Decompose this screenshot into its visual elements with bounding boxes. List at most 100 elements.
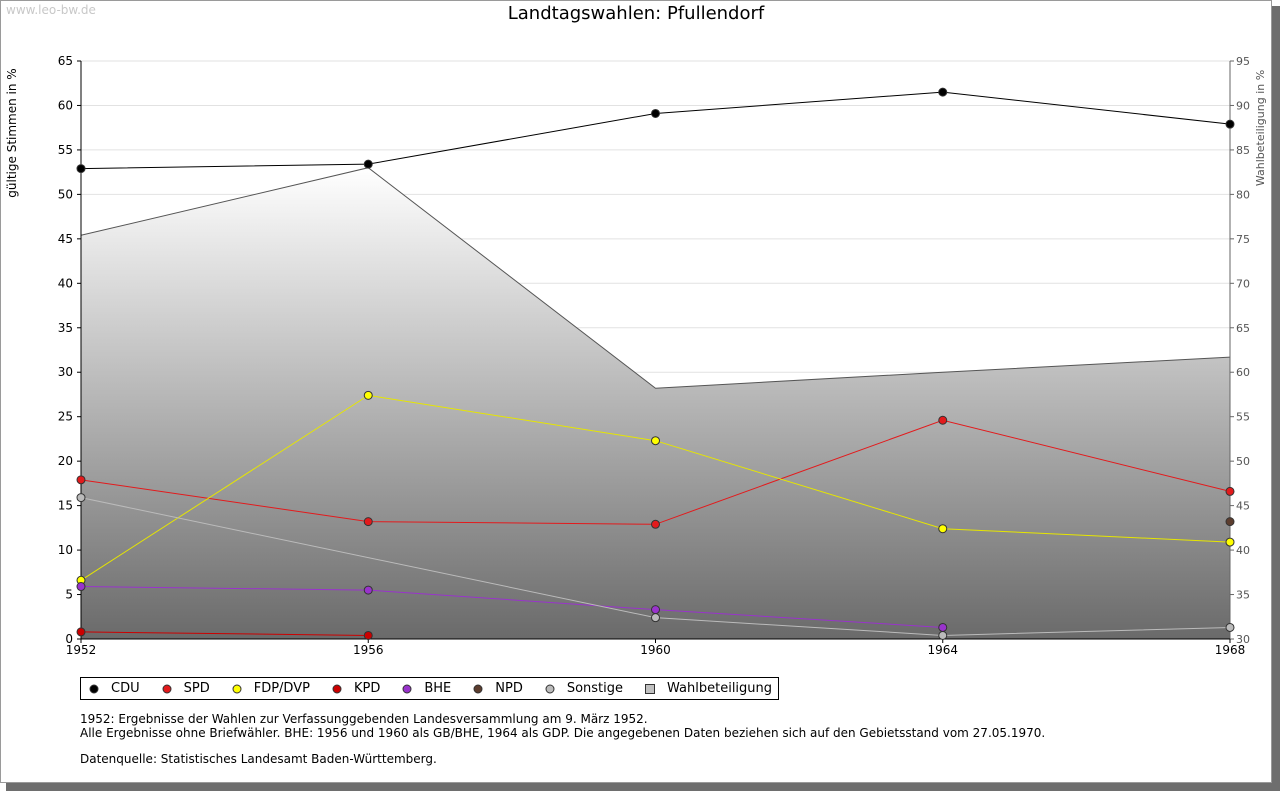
point-cdu-1968	[1225, 119, 1235, 129]
y-tick-label-left-30: 30	[58, 365, 73, 379]
point-spd-1968	[1225, 486, 1235, 496]
point-sonstige-1960	[651, 613, 660, 623]
legend-label-bhe: BHE	[424, 681, 452, 696]
y-tick-label-left-15: 15	[58, 499, 73, 513]
point-spd-1952	[76, 475, 86, 485]
x-tick-label-1968: 1968	[1215, 643, 1246, 657]
chart-title: Landtagswahlen: Pfullendorf	[507, 3, 765, 24]
legend-item-npd: NPD	[473, 681, 523, 696]
point-kpd-1956	[363, 630, 373, 640]
footnotes: 1952: Ergebnisse der Wahlen zur Verfassu…	[80, 712, 1045, 740]
legend-item-bhe: BHE	[402, 681, 451, 696]
point-bhe-1960	[651, 605, 660, 615]
x-tick-label-1960: 1960	[640, 643, 671, 657]
point-bhe-1956	[363, 585, 373, 595]
legend-marker-kpd	[332, 684, 342, 693]
y-tick-label-left-40: 40	[58, 276, 73, 290]
data-source-note: Datenquelle: Statistisches Landesamt Bad…	[80, 752, 437, 766]
y-axis-label-left: gültige Stimmen in %	[5, 68, 19, 197]
point-cdu-1952	[76, 164, 86, 174]
legend-label-kpd: KPD	[353, 681, 381, 696]
point-cdu-1964	[938, 87, 948, 97]
y-tick-label-right-90: 90	[1236, 99, 1250, 112]
point-spd-1960	[651, 519, 660, 529]
legend-item-fdp-dvp: FDP/DVP	[232, 681, 310, 696]
frame-shadow-bottom	[6, 783, 1280, 791]
legend-label-fdp-dvp: FDP/DVP	[253, 681, 310, 696]
y-tick-label-left-60: 60	[58, 98, 73, 112]
point-sonstige-1964	[938, 630, 948, 640]
watermark: www.leo-bw.de	[6, 3, 96, 17]
x-tick-label-1952: 1952	[66, 643, 97, 657]
series-line-sonstige	[80, 497, 1231, 636]
legend: CDU SPD FDP/DVP KPD BHE NPD Sonstige Wahlbeteil…	[80, 677, 780, 700]
y-tick-label-left-35: 35	[58, 321, 73, 335]
y-tick-label-left-65: 65	[58, 54, 73, 68]
legend-item-cdu: CDU	[89, 681, 140, 696]
legend-marker-wahlbeteiligung	[645, 683, 656, 694]
point-cdu-1956	[363, 159, 373, 169]
y-tick-label-right-75: 75	[1236, 233, 1250, 246]
point-spd-1964	[938, 415, 948, 425]
legend-item-spd: SPD	[162, 681, 210, 696]
y-tick-label-right-70: 70	[1236, 277, 1250, 290]
legend-item-sonstige: Sonstige	[545, 681, 623, 696]
turnout-line	[80, 167, 1231, 389]
y-tick-label-right-80: 80	[1236, 188, 1250, 201]
point-fdp-dvp-1968	[1225, 537, 1235, 547]
point-bhe-1952	[76, 582, 86, 592]
footnote-line-1: 1952: Ergebnisse der Wahlen zur Verfassu…	[80, 712, 648, 726]
x-tick-label-1964: 1964	[927, 643, 958, 657]
y-tick-label-right-60: 60	[1236, 366, 1250, 379]
series-line-kpd	[80, 631, 369, 636]
axis-layer: 0 5 10 15 20 25 30 35 40 45 50 55 60 65 30 35 40 45 50 55 60…	[58, 54, 1250, 657]
y-tick-label-right-85: 85	[1236, 144, 1250, 157]
legend-label-sonstige: Sonstige	[566, 681, 624, 696]
y-tick-label-left-10: 10	[58, 543, 73, 557]
legend-marker-bhe	[402, 684, 412, 693]
point-bhe-1964	[938, 622, 948, 632]
y-tick-label-right-55: 55	[1236, 411, 1250, 424]
point-fdp-dvp-1956	[363, 390, 373, 400]
y-tick-label-left-50: 50	[58, 187, 73, 201]
footnote-line-2: Alle Ergebnisse ohne Briefwähler. BHE: 1…	[80, 726, 1046, 740]
point-cdu-1960	[651, 108, 660, 118]
axis-label-layer: gültige Stimmen in % Wahlbeteiligung in …	[5, 68, 1267, 197]
y-axis-label-right: Wahlbeteiligung in %	[1254, 70, 1267, 186]
y-tick-label-left-55: 55	[58, 143, 73, 157]
y-tick-label-right-65: 65	[1236, 322, 1250, 335]
chart-svg: 0 5 10 15 20 25 30 35 40 45 50 55 60 65 30 35 40 45 50 55 60…	[5, 54, 1267, 657]
legend-marker-fdp-dvp	[232, 684, 242, 693]
y-tick-label-left-25: 25	[58, 410, 73, 424]
point-npd-1968	[1225, 517, 1235, 527]
series-line-bhe	[80, 586, 943, 628]
legend-marker-spd	[162, 684, 172, 693]
legend-item-wahlbeteiligung: Wahlbeteiligung	[645, 681, 772, 696]
legend-label-npd: NPD	[495, 681, 523, 696]
legend-label-cdu: CDU	[111, 681, 140, 696]
y-tick-label-right-95: 95	[1236, 55, 1250, 68]
series-line-cdu	[80, 91, 1231, 170]
point-fdp-dvp-1960	[651, 436, 660, 446]
legend-marker-npd	[473, 684, 483, 693]
point-fdp-dvp-1964	[938, 524, 948, 534]
legend-marker-sonstige	[545, 684, 555, 693]
y-tick-label-left-20: 20	[58, 454, 73, 468]
point-kpd-1952	[76, 627, 86, 637]
point-sonstige-1952	[76, 493, 86, 503]
legend-label-wahlbeteiligung: Wahlbeteiligung	[667, 681, 773, 696]
y-tick-label-right-35: 35	[1236, 589, 1250, 602]
point-spd-1956	[363, 517, 373, 527]
y-tick-label-left-5: 5	[65, 588, 73, 602]
series-layer	[76, 87, 1235, 640]
legend-marker-cdu	[89, 684, 99, 693]
y-tick-label-left-0: 0	[65, 632, 73, 646]
y-tick-label-right-30: 30	[1236, 633, 1250, 646]
x-tick-label-1956: 1956	[353, 643, 384, 657]
point-sonstige-1968	[1225, 622, 1235, 632]
legend-item-kpd: KPD	[332, 681, 380, 696]
frame-shadow-right	[1272, 6, 1280, 791]
y-tick-label-right-50: 50	[1236, 455, 1250, 468]
y-tick-label-right-40: 40	[1236, 544, 1250, 557]
legend-label-spd: SPD	[183, 681, 210, 696]
